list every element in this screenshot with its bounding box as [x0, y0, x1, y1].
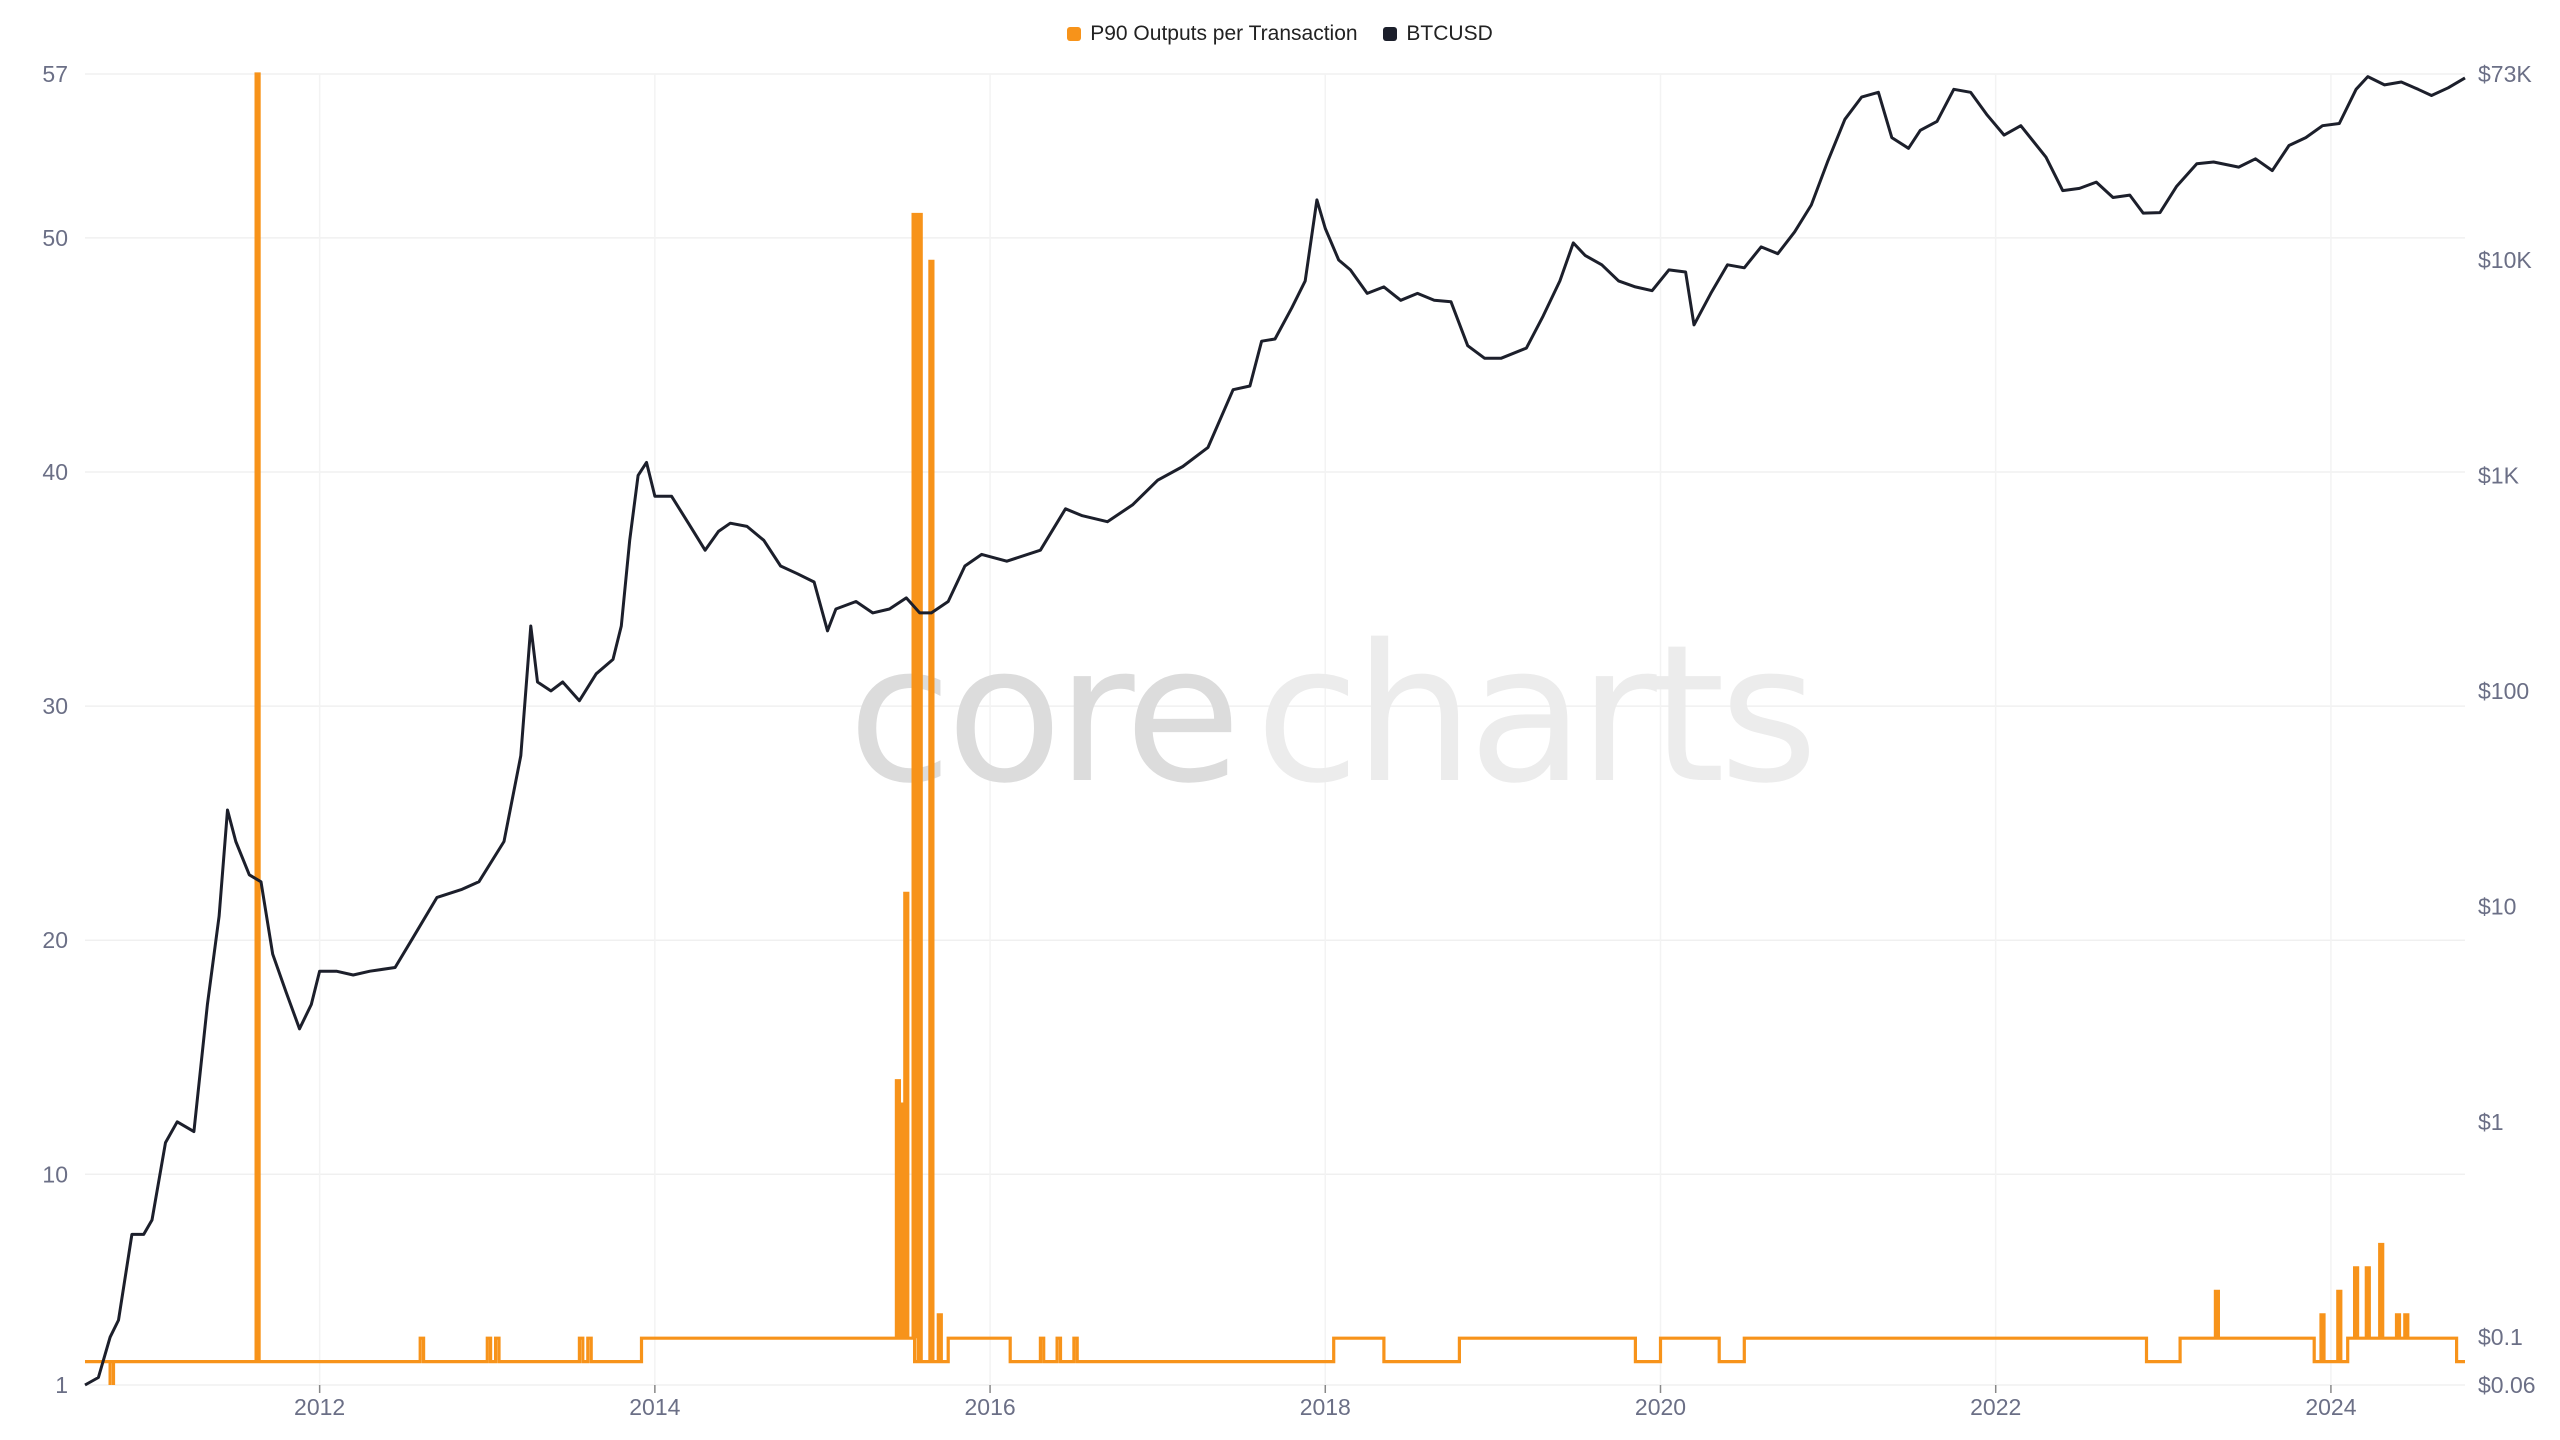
- right-tick-label: $73K: [2478, 61, 2532, 87]
- left-tick-label: 10: [42, 1161, 68, 1187]
- x-tick-label: 2020: [1635, 1394, 1686, 1420]
- left-tick-label: 1: [55, 1372, 68, 1398]
- x-tick-label: 2016: [964, 1394, 1015, 1420]
- x-tick-label: 2022: [1970, 1394, 2021, 1420]
- right-tick-label: $10K: [2478, 247, 2532, 273]
- right-tick-label: $0.1: [2478, 1324, 2523, 1350]
- p90-outputs-series: [85, 72, 2465, 1385]
- gridlines: [85, 73, 2465, 1386]
- legend-label-p90: P90 Outputs per Transaction: [1090, 22, 1358, 45]
- left-tick-label: 20: [42, 927, 68, 953]
- x-tick-label: 2014: [629, 1394, 680, 1420]
- x-tick-label: 2024: [2305, 1394, 2356, 1420]
- right-tick-label: $10: [2478, 893, 2516, 919]
- btcusd-series: [84, 75, 2466, 1387]
- x-axis: 2012 2014 2016 2018 2020 2022 2024: [294, 1385, 2357, 1420]
- legend-swatch-btcusd: [1383, 27, 1398, 41]
- right-axis: $0.06 $0.1 $1 $10 $100 $1K $10K $73K: [2478, 61, 2536, 1398]
- legend-swatch-p90: [1067, 27, 1082, 41]
- right-tick-label: $0.06: [2478, 1372, 2536, 1398]
- legend: P90 Outputs per Transaction BTCUSD: [0, 22, 2560, 47]
- left-tick-label: 40: [42, 459, 68, 485]
- right-tick-label: $1: [2478, 1109, 2504, 1135]
- watermark: core charts: [848, 604, 1812, 825]
- right-tick-label: $100: [2478, 678, 2529, 704]
- watermark-core: core: [848, 604, 1236, 825]
- watermark-charts: charts: [1255, 604, 1812, 825]
- right-tick-label: $1K: [2478, 462, 2520, 488]
- left-tick-label: 30: [42, 693, 68, 719]
- x-tick-label: 2012: [294, 1394, 345, 1420]
- left-tick-label: 50: [42, 225, 68, 251]
- left-tick-label: 57: [42, 61, 68, 87]
- left-axis: 1 10 20 30 40 50 57: [42, 61, 68, 1398]
- legend-item-p90[interactable]: P90 Outputs per Transaction: [1067, 22, 1358, 46]
- x-tick-label: 2018: [1300, 1394, 1351, 1420]
- legend-label-btcusd: BTCUSD: [1406, 22, 1493, 45]
- legend-item-btcusd[interactable]: BTCUSD: [1383, 22, 1493, 46]
